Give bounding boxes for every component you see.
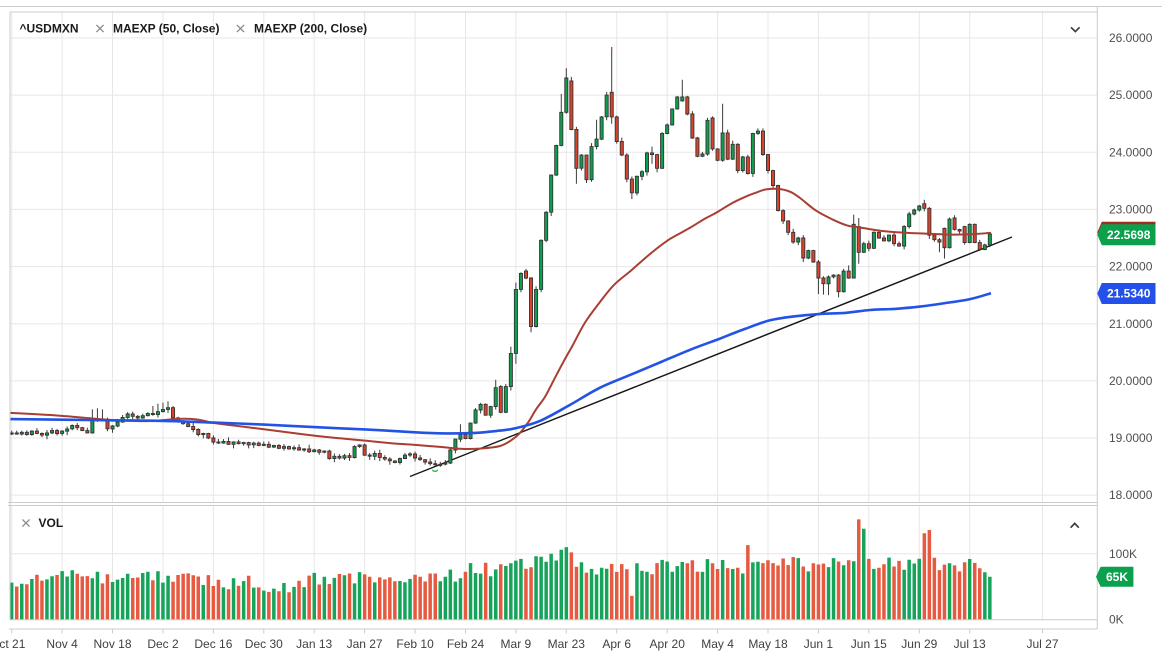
svg-text:21.0000: 21.0000 bbox=[1109, 317, 1153, 331]
svg-text:22.0000: 22.0000 bbox=[1109, 260, 1153, 274]
svg-text:20.0000: 20.0000 bbox=[1109, 374, 1153, 388]
svg-text:26.0000: 26.0000 bbox=[1109, 31, 1153, 45]
svg-text:Feb 24: Feb 24 bbox=[447, 637, 485, 651]
svg-text:Dec 16: Dec 16 bbox=[194, 637, 232, 651]
svg-text:Mar 9: Mar 9 bbox=[501, 637, 532, 651]
svg-text:May 4: May 4 bbox=[701, 637, 734, 651]
svg-text:23.0000: 23.0000 bbox=[1109, 203, 1153, 217]
svg-text:Jul 27: Jul 27 bbox=[1026, 637, 1058, 651]
svg-text:Feb 10: Feb 10 bbox=[396, 637, 434, 651]
svg-text:Oct 21: Oct 21 bbox=[0, 637, 26, 651]
svg-text:65K: 65K bbox=[1106, 570, 1128, 584]
svg-text:Nov 4: Nov 4 bbox=[46, 637, 78, 651]
svg-text:Jun 1: Jun 1 bbox=[804, 637, 834, 651]
svg-text:21.5340: 21.5340 bbox=[1107, 287, 1151, 301]
svg-text:24.0000: 24.0000 bbox=[1109, 145, 1153, 159]
svg-text:19.0000: 19.0000 bbox=[1109, 431, 1153, 445]
svg-text:Jan 27: Jan 27 bbox=[347, 637, 383, 651]
svg-text:Dec 2: Dec 2 bbox=[147, 637, 179, 651]
svg-text:Jul 13: Jul 13 bbox=[954, 637, 986, 651]
svg-text:MAEXP (50, Close): MAEXP (50, Close) bbox=[113, 21, 219, 35]
svg-text:0K: 0K bbox=[1109, 613, 1124, 627]
svg-text:Jan 13: Jan 13 bbox=[296, 637, 332, 651]
svg-text:MAEXP (200, Close): MAEXP (200, Close) bbox=[254, 21, 367, 35]
svg-text:Apr 6: Apr 6 bbox=[602, 637, 631, 651]
svg-text:^USDMXN: ^USDMXN bbox=[20, 21, 79, 35]
svg-text:100K: 100K bbox=[1109, 547, 1137, 561]
svg-text:Jun 29: Jun 29 bbox=[901, 637, 937, 651]
svg-text:Mar 23: Mar 23 bbox=[548, 637, 586, 651]
svg-text:VOL: VOL bbox=[39, 516, 64, 530]
svg-text:25.0000: 25.0000 bbox=[1109, 88, 1153, 102]
svg-text:Dec 30: Dec 30 bbox=[245, 637, 283, 651]
svg-text:Apr 20: Apr 20 bbox=[650, 637, 686, 651]
svg-text:22.5698: 22.5698 bbox=[1107, 228, 1151, 242]
svg-text:May 18: May 18 bbox=[748, 637, 788, 651]
svg-text:Jun 15: Jun 15 bbox=[851, 637, 887, 651]
svg-text:18.0000: 18.0000 bbox=[1109, 488, 1153, 502]
svg-text:Nov 18: Nov 18 bbox=[93, 637, 131, 651]
